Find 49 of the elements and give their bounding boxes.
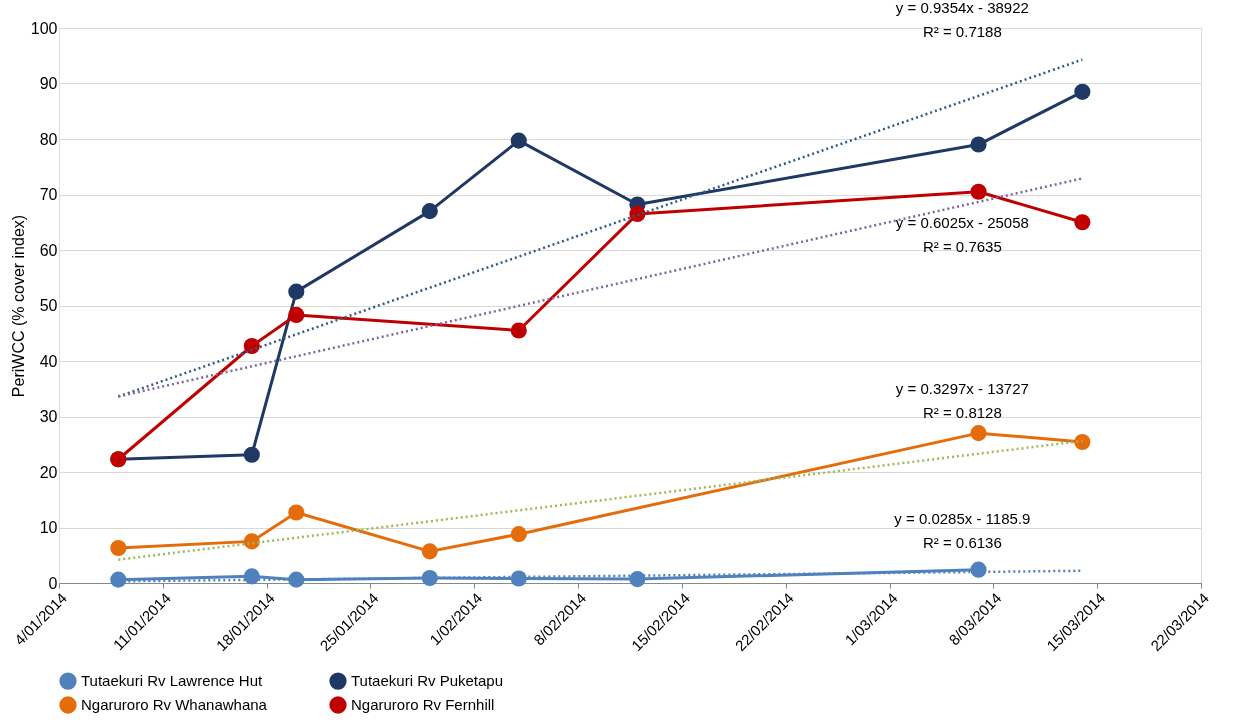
point — [288, 504, 305, 521]
point — [510, 570, 527, 587]
point — [288, 306, 305, 323]
point — [421, 203, 438, 220]
legend-label: Ngaruroro Rv Whanawhana — [81, 696, 268, 713]
annotation: R² = 0.6136 — [922, 533, 1002, 551]
y-tick-label: 50 — [39, 297, 58, 314]
point — [970, 136, 987, 153]
y-tick-label: 0 — [48, 574, 58, 592]
point — [288, 283, 305, 300]
y-tick-label: 20 — [39, 463, 58, 481]
point — [243, 446, 260, 463]
point — [110, 571, 127, 588]
y-tick-label: 90 — [39, 75, 58, 92]
annotation: y = 0.6025x - 25058 — [895, 214, 1029, 232]
point — [110, 539, 127, 557]
point — [1074, 214, 1091, 231]
y-tick-label: 10 — [39, 519, 58, 536]
point — [629, 205, 646, 222]
point — [1074, 83, 1091, 100]
point — [1074, 433, 1091, 451]
annotation: R² = 0.7635 — [922, 238, 1002, 256]
point — [970, 561, 987, 578]
point — [243, 337, 260, 355]
text: y = 0.9354x - 38922 — [895, 0, 1029, 16]
annotation: y = 0.0285x - 1185.9 — [894, 509, 1031, 527]
y-tick-label: 40 — [39, 352, 58, 370]
y-axis-title: PeriWCC (% cover index) — [9, 214, 27, 398]
annotation: R² = 0.7188 — [922, 22, 1002, 40]
annotation: y = 0.3297x - 13727 — [895, 379, 1029, 397]
y-tick-label: 30 — [39, 408, 58, 425]
legend-label: Tutaekuri Rv Lawrence Hut — [81, 672, 264, 690]
point — [970, 183, 987, 200]
point — [421, 543, 438, 560]
y-tick-label: 80 — [39, 130, 58, 148]
annotation: R² = 0.8128 — [922, 403, 1002, 421]
legend-label: Ngaruroro Rv Fernhill — [351, 696, 495, 713]
legend-label: Tutaekuri Rv Puketapu — [351, 672, 504, 690]
y-tick-label: 60 — [39, 241, 58, 259]
point — [421, 569, 438, 587]
y-tick-label: 100 — [30, 19, 58, 37]
point — [510, 132, 527, 149]
y-tick-label: 70 — [39, 186, 58, 203]
point — [243, 568, 260, 585]
point — [629, 571, 646, 588]
point — [510, 526, 527, 543]
point — [243, 533, 260, 550]
point — [510, 322, 527, 339]
point — [970, 425, 987, 442]
